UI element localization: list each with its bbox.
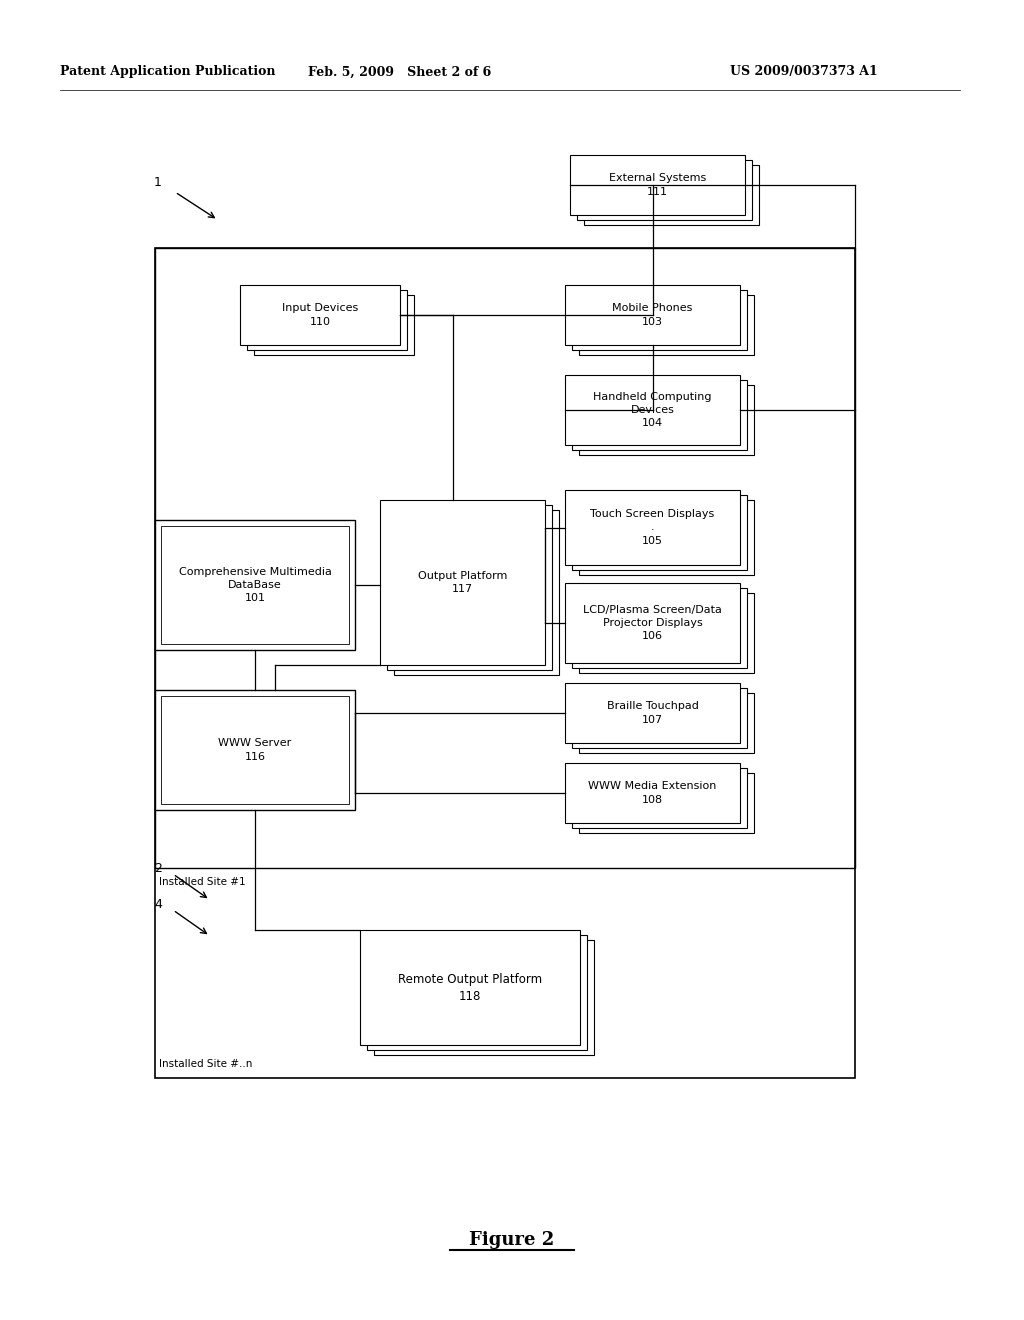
Bar [572, 380, 746, 450]
Bar [572, 290, 746, 350]
Text: LCD/Plasma Screen/Data
Projector Displays
106: LCD/Plasma Screen/Data Projector Display… [583, 605, 722, 642]
Text: Handheld Computing
Devices
104: Handheld Computing Devices 104 [593, 392, 712, 428]
Text: 1: 1 [154, 177, 162, 190]
Bar [572, 587, 746, 668]
Bar [155, 248, 855, 869]
Bar [577, 160, 752, 220]
Text: Input Devices
110: Input Devices 110 [282, 304, 358, 326]
Bar [161, 525, 349, 644]
Text: WWW Media Extension
108: WWW Media Extension 108 [589, 781, 717, 805]
Text: Comprehensive Multimedia
DataBase
101: Comprehensive Multimedia DataBase 101 [178, 566, 332, 603]
Text: Braille Touchpad
107: Braille Touchpad 107 [606, 701, 698, 725]
Bar [247, 290, 407, 350]
Text: Feb. 5, 2009   Sheet 2 of 6: Feb. 5, 2009 Sheet 2 of 6 [308, 66, 492, 78]
Bar [254, 294, 414, 355]
Bar [565, 285, 740, 345]
Text: Installed Site #1: Installed Site #1 [159, 876, 246, 887]
Bar [579, 693, 754, 752]
Bar [387, 506, 552, 671]
Bar [565, 763, 740, 822]
Bar [240, 285, 400, 345]
Bar [374, 940, 594, 1055]
Text: External Systems
111: External Systems 111 [609, 173, 707, 197]
Text: Figure 2: Figure 2 [469, 1232, 555, 1249]
Text: 2: 2 [154, 862, 162, 874]
Text: US 2009/0037373 A1: US 2009/0037373 A1 [730, 66, 878, 78]
Bar [380, 500, 545, 665]
Bar [161, 696, 349, 804]
Bar [579, 294, 754, 355]
Bar [572, 688, 746, 748]
Bar [572, 768, 746, 828]
Bar [565, 375, 740, 445]
Bar [584, 165, 759, 224]
Text: 4: 4 [154, 898, 162, 911]
Text: Installed Site #..n: Installed Site #..n [159, 1059, 252, 1069]
Bar [367, 935, 587, 1049]
Bar [570, 154, 745, 215]
Bar [579, 385, 754, 455]
Text: Output Platform
117: Output Platform 117 [418, 570, 507, 594]
Bar [565, 490, 740, 565]
Text: Touch Screen Displays
.
105: Touch Screen Displays . 105 [591, 510, 715, 545]
Bar [155, 520, 355, 649]
Bar [565, 682, 740, 743]
Text: Remote Output Platform
118: Remote Output Platform 118 [398, 973, 542, 1002]
Text: Patent Application Publication: Patent Application Publication [60, 66, 275, 78]
Bar [155, 248, 855, 1078]
Text: WWW Server
116: WWW Server 116 [218, 738, 292, 762]
Bar [579, 593, 754, 673]
Bar [360, 931, 580, 1045]
Bar [579, 774, 754, 833]
Text: Mobile Phones
103: Mobile Phones 103 [612, 304, 692, 326]
Bar [579, 500, 754, 576]
Bar [394, 510, 559, 675]
Bar [565, 583, 740, 663]
Bar [572, 495, 746, 570]
Bar [155, 690, 355, 810]
